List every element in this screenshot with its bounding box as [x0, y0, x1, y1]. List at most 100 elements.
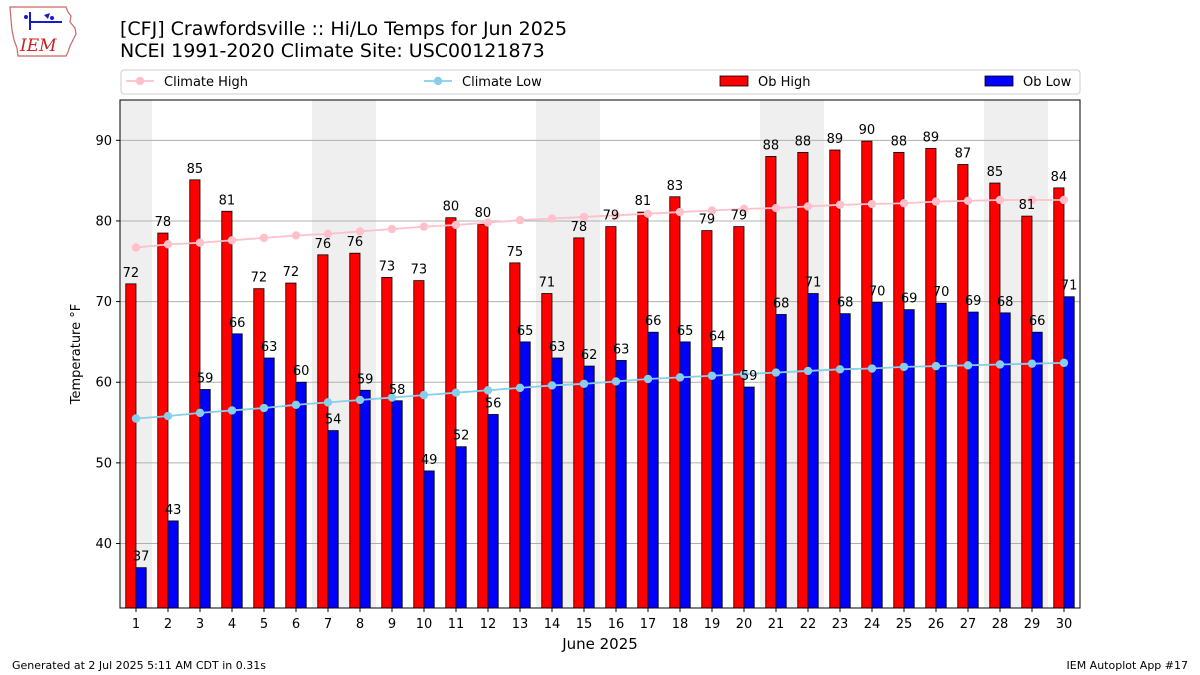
logo-text: IEM — [19, 36, 57, 56]
chart-subtitle: NCEI 1991-2020 Climate Site: USC00121873 — [120, 40, 545, 62]
climate-low-point — [355, 395, 365, 405]
x-tick-label: 23 — [832, 617, 849, 632]
climate-high-point — [163, 240, 173, 249]
ob-high-label: 76 — [347, 235, 364, 250]
ob-high-bar — [349, 252, 361, 609]
ob-low-bar — [199, 389, 211, 609]
y-tick-label: 50 — [95, 456, 112, 471]
ob-low-bar — [967, 311, 979, 609]
ob-low-label: 60 — [293, 364, 310, 379]
bar-labels: 72 37 78 43 85 59 81 66 72 63 72 60 76 54 76 59 73 58 73 49… — [123, 123, 1078, 565]
climate-low-point — [931, 361, 941, 371]
x-tick-label: 29 — [1024, 617, 1041, 632]
x-tick-label: 6 — [292, 617, 300, 632]
x-tick-label: 17 — [640, 617, 657, 632]
climate-low-point — [483, 386, 493, 395]
x-tick-label: 12 — [480, 617, 497, 632]
ob-high-bar — [1021, 215, 1033, 609]
iowa-outline-icon — [9, 6, 77, 57]
climate-high-point — [611, 211, 621, 220]
ob-high-label: 88 — [763, 138, 780, 153]
climate-low-point — [579, 379, 589, 389]
climate-low-point — [387, 393, 397, 402]
ob-low-bar — [551, 357, 563, 609]
x-tick-label: 14 — [544, 617, 561, 632]
climate-high-point — [227, 236, 237, 245]
ob-high-bar — [1053, 187, 1065, 609]
ob-high-label: 84 — [1051, 170, 1068, 185]
iem-logo[interactable]: IEM — [9, 6, 77, 57]
x-tick-label: 1 — [132, 617, 140, 632]
ob-low-label: 68 — [837, 296, 854, 311]
ob-high-label: 85 — [987, 165, 1004, 180]
ob-high-bar — [669, 196, 681, 609]
climate-low-point — [675, 373, 685, 382]
climate-high-point — [1059, 195, 1069, 205]
ob-high-label: 78 — [571, 220, 588, 235]
ob-high-label: 79 — [603, 209, 620, 224]
ob-low-bar — [391, 400, 403, 609]
ob-high-bar — [989, 182, 1001, 609]
ob-low-label: 68 — [773, 296, 790, 311]
x-tick-label: 2 — [164, 617, 172, 632]
climate-low-point — [707, 371, 717, 380]
legend-climate-high-marker — [135, 76, 145, 86]
ob-low-bar — [1031, 331, 1043, 609]
climate-low-point — [451, 388, 461, 397]
x-tick-label: 3 — [196, 617, 204, 632]
ob-low-bar — [743, 386, 755, 609]
ob-high-bar — [509, 262, 521, 609]
climate-low-point — [1059, 358, 1069, 368]
ob-high-label: 81 — [219, 193, 236, 208]
climate-high-point — [675, 207, 685, 217]
ob-low-label: 63 — [613, 342, 630, 357]
ob-high-bar — [605, 226, 617, 609]
ob-high-bar — [381, 276, 393, 609]
climate-high-point — [515, 215, 525, 225]
ob-low-bar — [839, 313, 851, 609]
x-tick-label: 9 — [388, 617, 396, 632]
legend-ob-high-label: Ob High — [758, 75, 811, 90]
climate-low-point — [739, 369, 749, 379]
climate-lines — [131, 195, 1069, 423]
ob-low-label: 63 — [549, 340, 566, 355]
climate-low-point — [835, 365, 845, 374]
legend-ob-high-swatch — [719, 75, 749, 87]
climate-low-point — [611, 377, 621, 386]
ob-high-bar — [925, 147, 937, 609]
climate-high-point — [899, 199, 909, 208]
legend-ob-low-swatch — [984, 75, 1014, 87]
climate-high-point — [739, 204, 749, 214]
ob-low-bar — [327, 430, 339, 609]
x-tick-label: 13 — [512, 617, 529, 632]
x-tick-label: 20 — [736, 617, 753, 632]
climate-high-line — [135, 199, 1064, 249]
legend-frame — [120, 69, 1081, 95]
ob-low-label: 65 — [517, 324, 534, 339]
ob-high-bar — [317, 254, 329, 609]
climate-high-point — [195, 238, 205, 247]
ob-low-label: 64 — [709, 330, 726, 345]
ob-low-bar — [903, 309, 915, 609]
station-sensor-icon — [24, 15, 28, 19]
ob-low-label: 54 — [325, 413, 342, 428]
x-tick-label: 25 — [896, 617, 913, 632]
climate-low-point — [419, 390, 429, 400]
legend-climate-low-label: Climate Low — [462, 75, 542, 90]
ob-low-label: 71 — [805, 276, 822, 291]
climate-high-point — [387, 224, 397, 234]
x-tick-label: 10 — [416, 617, 433, 632]
ob-high-label: 76 — [315, 237, 332, 252]
ob-low-bar — [519, 341, 531, 609]
x-tick-label: 22 — [800, 617, 817, 632]
x-tick-label: 26 — [928, 617, 945, 632]
ob-low-label: 43 — [165, 503, 182, 518]
climate-high-point — [835, 200, 845, 210]
climate-high-point — [579, 212, 589, 222]
ob-high-bar — [861, 140, 873, 609]
ob-high-label: 81 — [1019, 198, 1036, 213]
climate-high-point — [131, 243, 141, 252]
ob-high-label: 88 — [891, 134, 908, 149]
climate-high-point — [931, 197, 941, 206]
ob-low-bar — [711, 347, 723, 609]
